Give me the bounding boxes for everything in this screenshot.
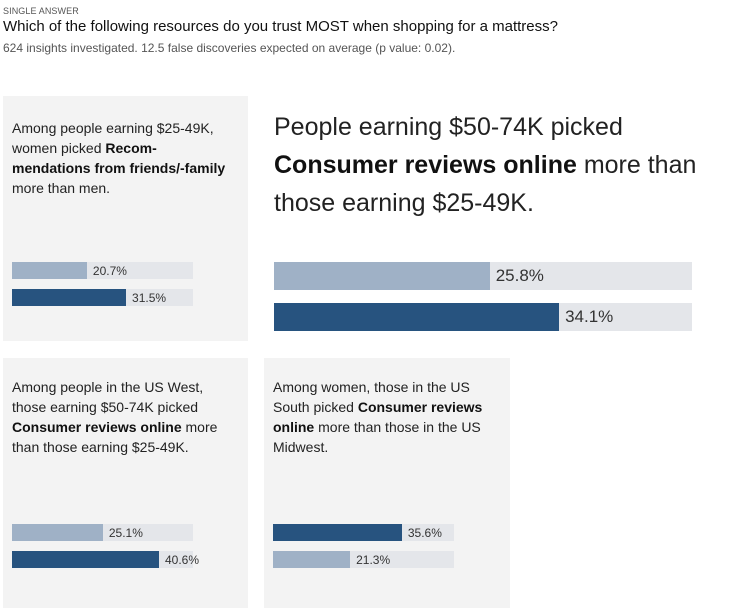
insight-answer: Consumer reviews online: [12, 419, 182, 435]
insight-answer: Consumer reviews online: [273, 399, 483, 435]
insight-text-post: more than men.: [12, 180, 111, 196]
insight-text: Among people in the US West, those earni…: [12, 377, 237, 457]
bar-fill: [12, 289, 127, 306]
insight-card-1[interactable]: Among people earning $25-49K, women pick…: [3, 96, 248, 341]
bar-label: 25.8%: [495, 266, 544, 285]
bar-track: 20.7%: [12, 262, 193, 279]
insight-text: Among women, those in the US South picke…: [273, 377, 503, 457]
bar-track: 25.1%: [12, 524, 193, 541]
bar-fill: [273, 524, 402, 541]
insight-text-pre: Among women, those in the US South picke…: [273, 379, 470, 415]
bar-label: 21.3%: [356, 552, 391, 567]
bar-label: 31.5%: [132, 290, 167, 305]
featured-insight[interactable]: People earning $50-74K picked Consumer r…: [266, 96, 754, 341]
bar-track: 34.1%: [274, 303, 692, 331]
bar-fill: [273, 551, 351, 568]
bar-fill: [274, 262, 490, 290]
insight-card-3[interactable]: Among people in the US West, those earni…: [3, 358, 248, 608]
bar-label: 35.6%: [407, 525, 442, 540]
insight-text-pre: Among people in the US West, those earni…: [12, 379, 204, 415]
insights-meta: 624 insights investigated. 12.5 false di…: [3, 41, 456, 55]
bar-track: 35.6%: [273, 524, 454, 541]
bar-label: 20.7%: [92, 263, 127, 278]
insight-card-4[interactable]: Among women, those in the US South picke…: [264, 358, 510, 608]
bar-track: 25.8%: [274, 262, 692, 290]
bar-label: 34.1%: [565, 307, 614, 326]
insight-text-post: more than those earning $25-49K.: [274, 151, 697, 217]
bar-track: 31.5%: [12, 289, 193, 306]
featured-insight-text: People earning $50-74K picked Consumer r…: [274, 108, 752, 222]
insight-text: Among people earning $25-49K, women pick…: [12, 118, 232, 198]
insight-text-pre: Among people earning $25-49K, women pick…: [12, 120, 214, 156]
question-header: SINGLE ANSWER Which of the following res…: [3, 6, 558, 55]
insight-text-post: more than those in the US Midwest.: [273, 419, 481, 455]
bar-fill: [12, 524, 103, 541]
insight-text-pre: People earning $50-74K picked: [274, 113, 623, 141]
bar-label: 25.1%: [108, 525, 143, 540]
bar-fill: [274, 303, 560, 331]
bar-track: 40.6%: [12, 551, 199, 568]
insight-text-post: more than those earning $25-49K.: [12, 419, 218, 455]
bar-fill: [12, 262, 87, 279]
bar-label: 40.6%: [164, 552, 199, 567]
question-text: Which of the following resources do you …: [3, 18, 558, 35]
bar-track: 21.3%: [273, 551, 454, 568]
insight-answer: Recom-mendations from friends/-family: [12, 140, 226, 176]
insight-answer: Consumer reviews online: [274, 151, 577, 179]
question-type-label: SINGLE ANSWER: [3, 6, 79, 16]
bar-fill: [12, 551, 159, 568]
